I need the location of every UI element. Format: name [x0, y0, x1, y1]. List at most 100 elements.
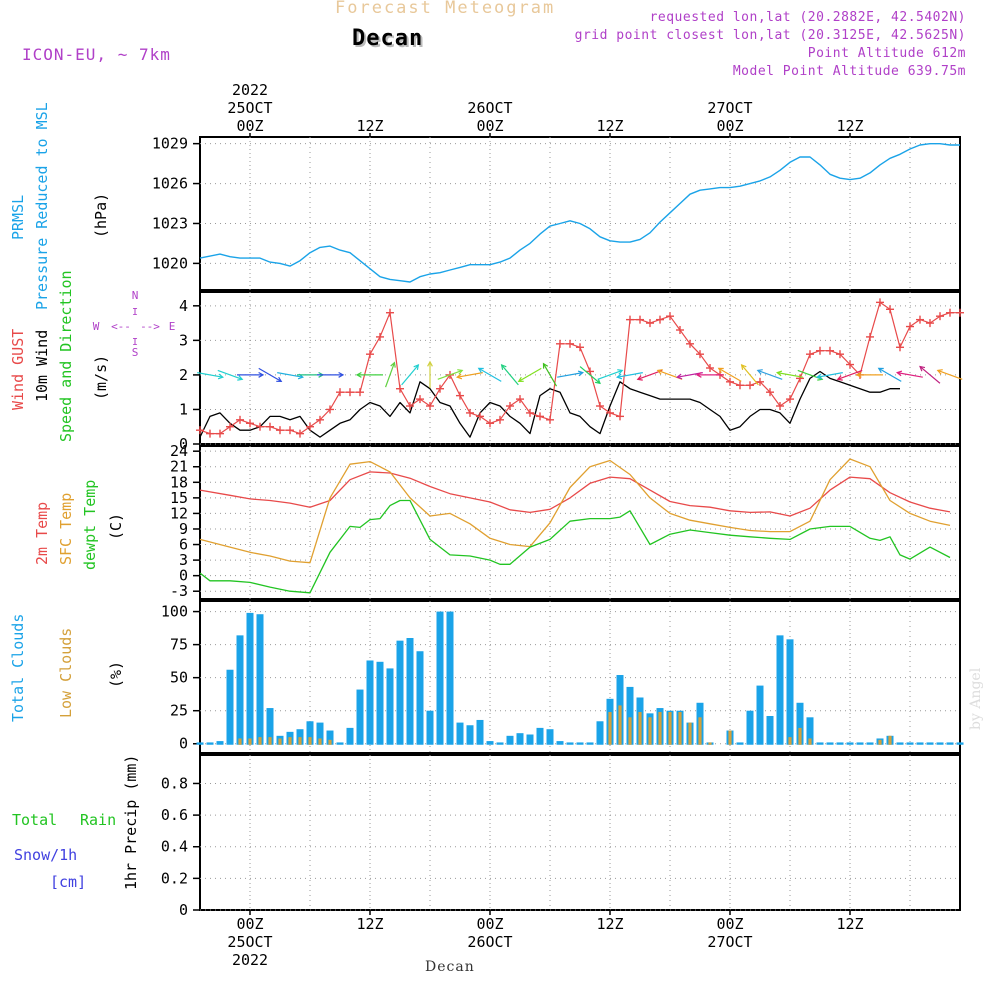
arrow-shaft: [258, 367, 282, 382]
wind-gust-point: [306, 422, 314, 431]
top-time-label: 00Z: [236, 117, 263, 135]
snow-label: Snow/1h: [14, 846, 77, 864]
arrow-head: [355, 371, 362, 378]
wind-gust-point: [356, 388, 364, 397]
arrow-shaft: [557, 372, 583, 378]
arrow-head: [577, 370, 585, 377]
total-cloud-bar: [846, 742, 854, 745]
wind-gust-point: [196, 426, 204, 435]
bottom-time-label: 25OCT: [227, 933, 272, 951]
bottom-time-label: 27OCT: [707, 933, 752, 951]
top-time-label: 26OCT: [467, 99, 512, 117]
wind-direction-arrow: [517, 367, 542, 383]
total-cloud-bar: [926, 742, 934, 745]
wind-gust-point: [346, 388, 354, 397]
compass-w: W: [93, 320, 100, 333]
arrow-head: [500, 363, 507, 370]
wind-gust-point: [926, 319, 934, 328]
wind-gust-point: [756, 377, 764, 386]
model-name: ICON-EU, ~ 7km: [22, 45, 171, 64]
wind-gust-point: [826, 346, 834, 355]
wind-gust-point: [296, 429, 304, 438]
clouds-panel-frame: [199, 600, 961, 754]
wind-direction-arrow: [317, 371, 345, 378]
arrow-shaft: [718, 367, 742, 382]
wind-direction-arrow: [877, 367, 902, 382]
low-cloud-bar: [298, 737, 302, 745]
total-cloud-bar: [196, 742, 204, 745]
location-title: Decan: [352, 26, 424, 51]
wind-gust-point: [476, 412, 484, 421]
total-cloud-bar: [796, 702, 804, 745]
wind-gust-point: [736, 381, 744, 390]
total-cloud-bar: [766, 715, 774, 745]
total-cloud-bar: [786, 639, 794, 745]
total-cloud-bar: [856, 742, 864, 745]
wind-direction-arrow: [355, 371, 383, 378]
low-cloud-bar: [248, 738, 252, 745]
total-cloud-bar: [456, 722, 464, 745]
wind-direction-arrow: [477, 367, 502, 382]
wind-gust-point: [786, 395, 794, 404]
wind-gust-point: [886, 305, 894, 314]
total-cloud-bar: [466, 725, 474, 745]
clouds-ytick-label: 50: [170, 669, 188, 687]
total-cloud-bar: [376, 661, 384, 745]
arrow-head: [855, 371, 862, 378]
arrow-shaft: [437, 369, 463, 380]
total-cloud-bar: [416, 651, 424, 745]
temp-ytick-label: 18: [170, 473, 188, 491]
wind-gust-point: [416, 395, 424, 404]
compass-arrow-w: <--: [111, 320, 131, 333]
wind-ytick-label: 4: [179, 297, 188, 315]
temp-dew-label: dewpt Temp: [81, 480, 99, 570]
wind-gust-point: [276, 426, 284, 435]
arrow-head: [594, 378, 601, 385]
bottom-time-label: 00Z: [716, 915, 743, 933]
total-cloud-bar: [916, 742, 924, 745]
total-cloud-bar: [266, 708, 274, 745]
wind-gust-point: [706, 364, 714, 372]
footer-location: Decan: [425, 959, 475, 975]
low-cloud-bar: [628, 717, 632, 745]
arrow-head: [338, 371, 345, 378]
temp-ytick-label: 12: [170, 504, 188, 522]
low-cloud-bar: [608, 712, 612, 745]
wind-gust-point: [566, 339, 574, 348]
clouds-ytick-label: 75: [170, 636, 188, 654]
pressure-ytick-label: 1029: [152, 135, 188, 153]
wind-direction-arrow: [775, 370, 803, 378]
model-point-altitude: Model Point Altitude 639.75m: [732, 64, 966, 79]
wind-gust-point: [626, 315, 634, 324]
arrow-head: [615, 373, 623, 380]
total-cloud-bar: [206, 742, 214, 745]
total-cloud-bar: [956, 742, 964, 745]
wind-gust-point: [406, 402, 414, 410]
wind-direction-arrow: [258, 367, 283, 383]
arrow-head: [617, 369, 624, 375]
wind-gust-point: [456, 391, 464, 400]
wind-direction-arrow: [855, 371, 883, 378]
arrow-shaft: [384, 362, 396, 388]
compass-s: S: [132, 346, 139, 359]
pressure-label-msl: Pressure Reduced to MSL: [33, 102, 51, 310]
arrow-shaft: [637, 369, 663, 380]
total-cloud-bar: [836, 742, 844, 745]
wind-gust-point: [486, 419, 494, 428]
bottom-time-label: 26OCT: [467, 933, 512, 951]
pressure-label-prmsl: PRMSL: [9, 195, 27, 240]
temp-unit: (C): [107, 513, 125, 540]
wind-direction-arrow: [237, 371, 265, 378]
wind-gust-point: [676, 326, 684, 334]
wind-gust-point: [766, 388, 774, 397]
wind-dir-label: Speed and Direction: [57, 270, 75, 442]
total-cloud-bar: [296, 729, 304, 745]
wind-gust-point: [666, 312, 674, 321]
bottom-time-label: 12Z: [596, 915, 623, 933]
wind-gust-point: [256, 422, 264, 431]
wind-gust-point: [266, 422, 274, 431]
top-time-label: 12Z: [836, 117, 863, 135]
wind-gust-point: [576, 343, 584, 352]
arrow-shaft: [837, 369, 863, 380]
wind-direction-arrow: [437, 369, 464, 380]
